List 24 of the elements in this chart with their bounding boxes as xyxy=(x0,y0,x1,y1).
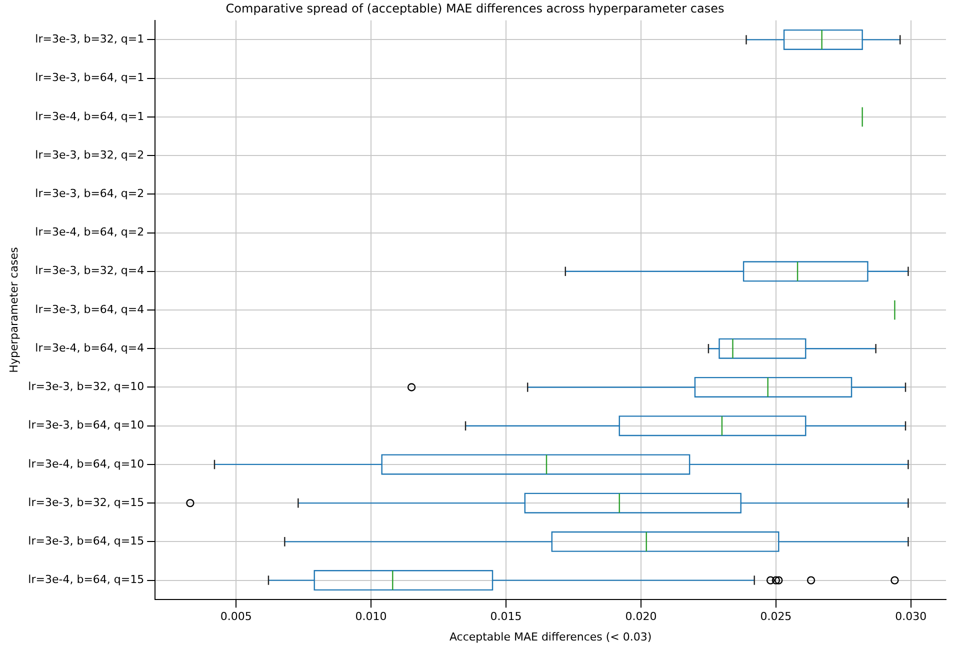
y-tick-label: lr=3e-3, b=64, q=2 xyxy=(35,187,144,200)
y-tick-label: lr=3e-3, b=64, q=1 xyxy=(35,71,144,84)
x-tick-label: 0.025 xyxy=(760,610,792,624)
chart-title: Comparative spread of (acceptable) MAE differences across hyperparameter cases xyxy=(226,1,724,16)
y-tick-label: lr=3e-3, b=64, q=15 xyxy=(28,534,144,548)
x-tick-label: 0.015 xyxy=(490,610,522,624)
y-tick-label: lr=3e-3, b=32, q=10 xyxy=(28,380,144,394)
y-tick-label: lr=3e-3, b=32, q=15 xyxy=(28,496,144,509)
x-axis-title: Acceptable MAE differences (< 0.03) xyxy=(449,630,652,644)
y-tick-label: lr=3e-3, b=64, q=10 xyxy=(28,418,144,432)
y-tick-label: lr=3e-3, b=64, q=4 xyxy=(35,302,144,316)
x-tick-label: 0.005 xyxy=(220,610,252,624)
y-tick-label: lr=3e-3, b=32, q=4 xyxy=(35,264,144,278)
y-tick-label: lr=3e-4, b=64, q=15 xyxy=(28,573,144,586)
y-tick-label: lr=3e-4, b=64, q=1 xyxy=(35,110,144,123)
x-tick-label: 0.030 xyxy=(895,610,927,624)
x-tick-label: 0.020 xyxy=(625,610,657,624)
x-tick-label: 0.010 xyxy=(355,610,387,624)
y-tick-label: lr=3e-4, b=64, q=10 xyxy=(28,457,144,470)
y-axis-title: Hyperparameter cases xyxy=(7,246,20,373)
y-tick-label: lr=3e-3, b=32, q=2 xyxy=(35,148,144,162)
y-tick-label: lr=3e-4, b=64, q=4 xyxy=(35,341,144,354)
y-tick-label: lr=3e-3, b=32, q=1 xyxy=(35,32,144,46)
y-tick-label: lr=3e-4, b=64, q=2 xyxy=(35,226,144,239)
